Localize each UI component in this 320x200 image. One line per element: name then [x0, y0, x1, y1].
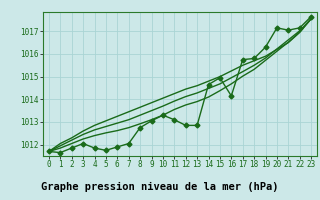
Text: Graphe pression niveau de la mer (hPa): Graphe pression niveau de la mer (hPa)	[41, 181, 279, 192]
